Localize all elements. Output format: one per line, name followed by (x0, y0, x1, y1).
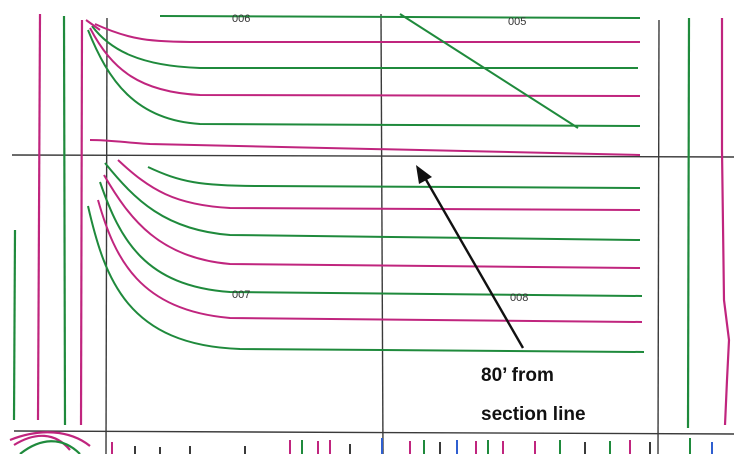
right-vertical-wells (686, 17, 731, 429)
grid-lines (11, 13, 735, 454)
parcel-label-007: 007 (232, 289, 250, 301)
bottom-left-arcs (9, 431, 91, 454)
lower-laterals (87, 159, 645, 353)
callout-arrow (416, 165, 525, 349)
left-vertical-wells (12, 13, 84, 426)
grid-line-bottom (13, 430, 735, 435)
grid-line-vertical-left (105, 17, 108, 454)
parcel-label-008: 008 (510, 292, 528, 304)
upper-laterals (85, 13, 641, 129)
parcel-label-006: 006 (232, 13, 250, 25)
grid-line-vertical-right (657, 19, 660, 454)
section-line-horizontal (11, 154, 735, 158)
callout-label-line2: section line (481, 404, 586, 425)
section-line-lateral (89, 139, 641, 156)
grid-line-vertical-middle (380, 13, 384, 454)
parcel-label-005: 005 (508, 16, 526, 28)
bottom-tick-marks (111, 438, 713, 454)
callout-label-line1: 80’ from (481, 365, 554, 386)
